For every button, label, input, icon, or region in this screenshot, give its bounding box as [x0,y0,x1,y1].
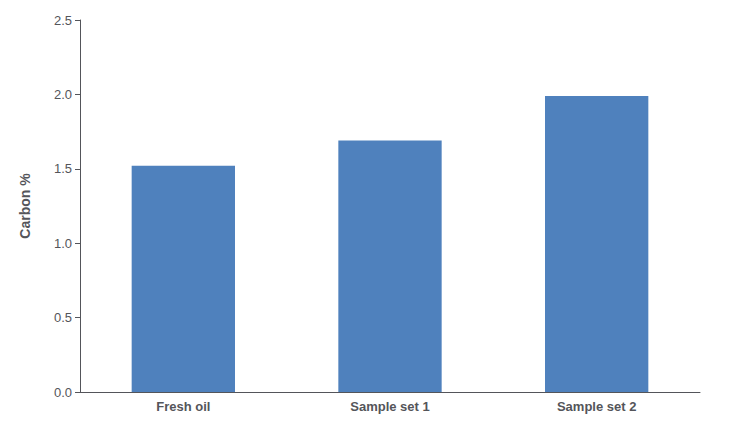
svg-text:0.5: 0.5 [54,310,72,325]
svg-text:Fresh oil: Fresh oil [156,399,210,414]
svg-text:0.0: 0.0 [54,385,72,400]
svg-text:Sample set 2: Sample set 2 [557,399,637,414]
svg-text:2.5: 2.5 [54,13,72,28]
svg-text:1.0: 1.0 [54,236,72,251]
svg-text:1.5: 1.5 [54,161,72,176]
svg-text:Sample set 1: Sample set 1 [350,399,430,414]
svg-text:Carbon %: Carbon % [17,173,33,239]
svg-text:2.0: 2.0 [54,87,72,102]
